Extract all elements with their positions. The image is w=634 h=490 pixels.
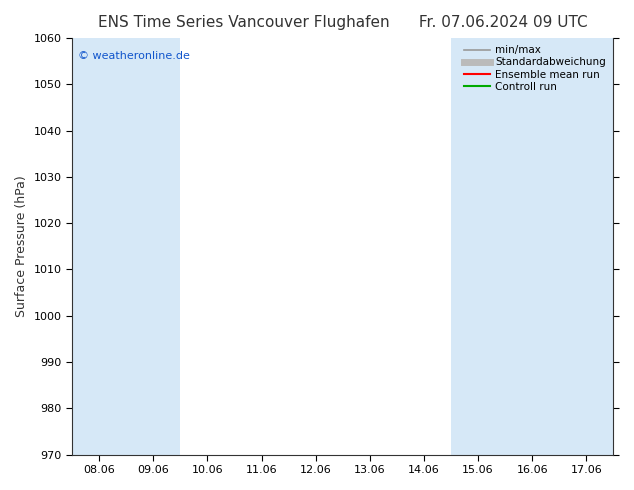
Title: ENS Time Series Vancouver Flughafen      Fr. 07.06.2024 09 UTC: ENS Time Series Vancouver Flughafen Fr. … (98, 15, 588, 30)
Y-axis label: Surface Pressure (hPa): Surface Pressure (hPa) (15, 175, 28, 317)
Text: © weatheronline.de: © weatheronline.de (77, 50, 190, 61)
Bar (451, 38, 559, 455)
Bar (559, 38, 614, 455)
Bar (72, 38, 180, 455)
Legend: min/max, Standardabweichung, Ensemble mean run, Controll run: min/max, Standardabweichung, Ensemble me… (460, 41, 611, 96)
